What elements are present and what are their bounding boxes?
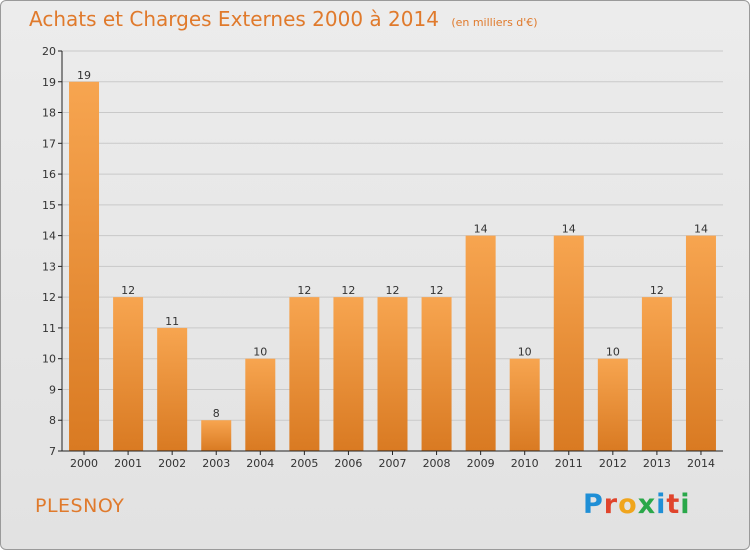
data-label: 12 bbox=[341, 284, 355, 297]
bar-2011[interactable] bbox=[553, 235, 584, 451]
y-tick-label: 17 bbox=[42, 137, 56, 150]
logo-letter: r bbox=[603, 489, 619, 520]
x-tick-label: 2010 bbox=[511, 457, 539, 470]
chart-title: Achats et Charges Externes 2000 à 2014 (… bbox=[29, 7, 538, 31]
logo-letter: i bbox=[680, 489, 691, 520]
x-tick-label: 2007 bbox=[379, 457, 407, 470]
chart-unit: (en milliers d'€) bbox=[451, 16, 538, 29]
data-label: 11 bbox=[165, 315, 179, 328]
y-tick-label: 10 bbox=[42, 353, 56, 366]
x-tick-label: 2005 bbox=[290, 457, 318, 470]
logo-letter: P bbox=[583, 489, 604, 520]
bar-2003[interactable] bbox=[201, 420, 232, 451]
bar-2014[interactable] bbox=[685, 235, 716, 451]
data-label: 12 bbox=[297, 284, 311, 297]
y-tick-label: 13 bbox=[42, 260, 56, 273]
bar-2007[interactable] bbox=[377, 297, 408, 451]
logo-letter: t bbox=[666, 489, 681, 520]
data-label: 19 bbox=[77, 69, 91, 82]
x-tick-label: 2001 bbox=[114, 457, 142, 470]
x-tick-label: 2012 bbox=[599, 457, 627, 470]
bar-2006[interactable] bbox=[333, 297, 364, 451]
x-tick-label: 2011 bbox=[555, 457, 583, 470]
x-tick-label: 2006 bbox=[334, 457, 362, 470]
axes: 7 8 9 10 11 12 13 14 15 16 17 18 19 20 2000 2001 2002 200… bbox=[42, 45, 723, 470]
x-tick-label: 2004 bbox=[246, 457, 274, 470]
data-label: 10 bbox=[606, 346, 620, 359]
y-tick-label: 19 bbox=[42, 76, 56, 89]
x-tick-label: 2003 bbox=[202, 457, 230, 470]
y-tick-label: 20 bbox=[42, 45, 56, 58]
y-tick-label: 7 bbox=[49, 445, 56, 458]
y-tick-label: 8 bbox=[49, 414, 56, 427]
y-tick-label: 18 bbox=[42, 107, 56, 120]
logo-letter: i bbox=[656, 489, 667, 520]
x-tick-label: 2013 bbox=[643, 457, 671, 470]
logo-letter: x bbox=[637, 489, 657, 520]
data-label: 12 bbox=[650, 284, 664, 297]
bar-2012[interactable] bbox=[597, 358, 628, 451]
x-tick-label: 2009 bbox=[467, 457, 495, 470]
proxiti-logo[interactable]: Proxiti bbox=[583, 489, 691, 520]
data-label: 14 bbox=[562, 223, 576, 236]
bar-2000[interactable] bbox=[69, 81, 100, 452]
x-tick-label: 2002 bbox=[158, 457, 186, 470]
bar-2002[interactable] bbox=[157, 327, 188, 451]
place-name: PLESNOY bbox=[35, 495, 125, 517]
bars: 19 12 11 8 10 12 12 12 12 14 10 14 10 12 14 bbox=[69, 69, 716, 452]
data-label: 14 bbox=[694, 223, 708, 236]
y-tick-label: 16 bbox=[42, 168, 56, 181]
bar-2009[interactable] bbox=[465, 235, 496, 451]
data-label: 12 bbox=[430, 284, 444, 297]
data-label: 10 bbox=[518, 346, 532, 359]
bar-2005[interactable] bbox=[289, 297, 320, 451]
bar-2010[interactable] bbox=[509, 358, 540, 451]
chart-title-text: Achats et Charges Externes 2000 à 2014 bbox=[29, 7, 439, 31]
logo-letter: o bbox=[618, 489, 638, 520]
y-tick-label: 14 bbox=[42, 230, 56, 243]
y-tick-label: 11 bbox=[42, 322, 56, 335]
bar-2001[interactable] bbox=[113, 297, 144, 451]
bar-2013[interactable] bbox=[641, 297, 672, 451]
y-tick-label: 12 bbox=[42, 291, 56, 304]
x-tick-label: 2008 bbox=[423, 457, 451, 470]
data-label: 8 bbox=[213, 407, 220, 420]
data-label: 12 bbox=[121, 284, 135, 297]
data-label: 14 bbox=[474, 223, 488, 236]
x-tick-label: 2000 bbox=[70, 457, 98, 470]
data-label: 10 bbox=[253, 346, 267, 359]
bar-2008[interactable] bbox=[421, 297, 452, 451]
data-label: 12 bbox=[386, 284, 400, 297]
bar-2004[interactable] bbox=[245, 358, 276, 451]
x-tick-label: 2014 bbox=[687, 457, 715, 470]
y-tick-label: 9 bbox=[49, 383, 56, 396]
y-tick-label: 15 bbox=[42, 199, 56, 212]
